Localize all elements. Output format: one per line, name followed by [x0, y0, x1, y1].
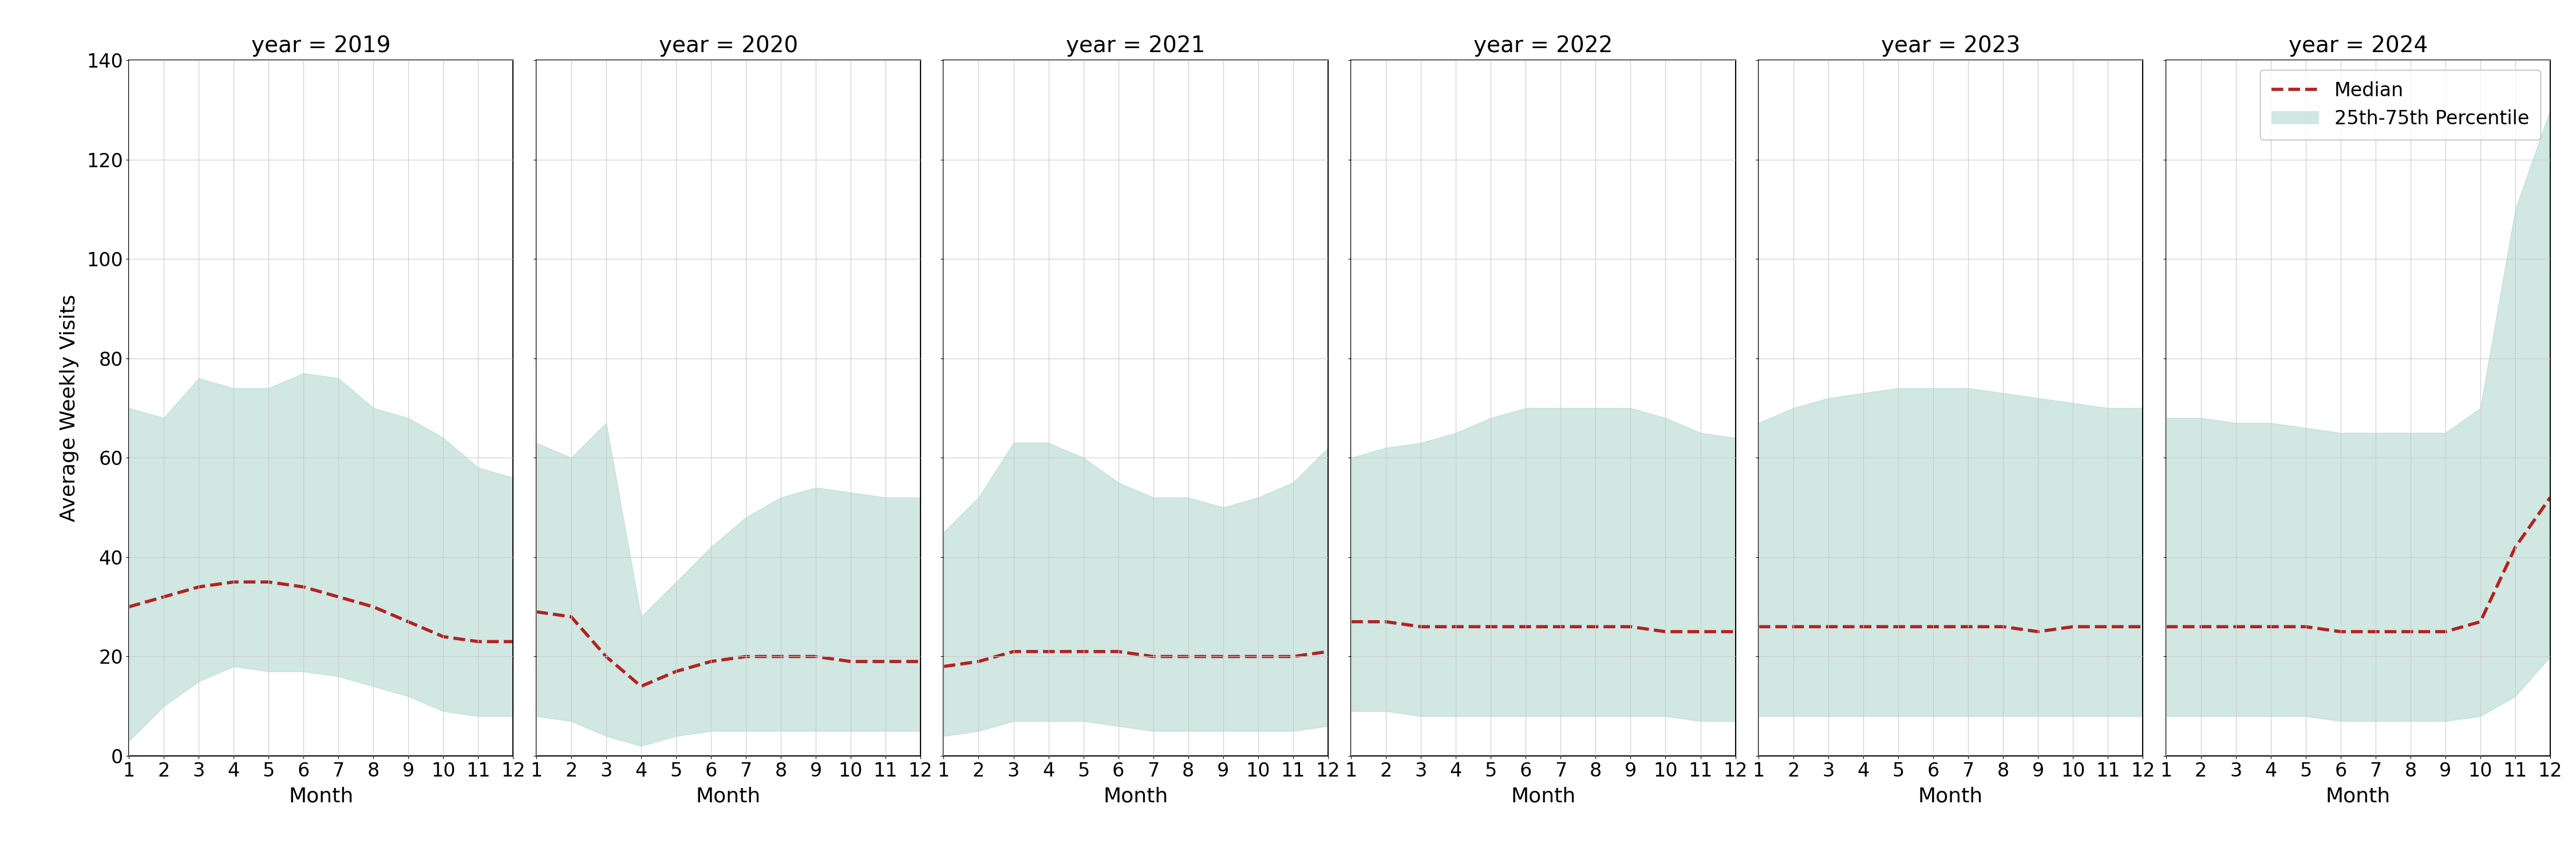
- Median: [289, 582, 319, 592]
- Median: [801, 651, 832, 661]
- Median: [626, 681, 657, 691]
- X-axis label: Month: Month: [1510, 787, 1577, 807]
- Line: Median: Median: [129, 582, 513, 642]
- Median: [590, 651, 621, 661]
- Line: Median: Median: [1759, 627, 2143, 631]
- Median: [871, 656, 902, 667]
- Median: [1777, 622, 1808, 632]
- Median: [520, 606, 551, 617]
- Median: [659, 667, 690, 677]
- Median: [2254, 622, 2285, 632]
- Median: [2465, 617, 2496, 627]
- Median: [2290, 622, 2321, 632]
- Median: [1278, 651, 1309, 661]
- Line: Median: Median: [1350, 622, 1736, 631]
- Median: [2022, 626, 2053, 637]
- Median: [1546, 622, 1577, 632]
- Median: [2184, 622, 2215, 632]
- Median: [1510, 622, 1540, 632]
- Line: Median: Median: [943, 651, 1329, 667]
- Median: [1406, 622, 1437, 632]
- Median: [113, 601, 144, 612]
- Median: [1814, 622, 1844, 632]
- X-axis label: Month: Month: [289, 787, 353, 807]
- Median: [322, 592, 353, 602]
- Median: [904, 656, 935, 667]
- Median: [1033, 646, 1064, 656]
- Median: [2128, 622, 2159, 632]
- X-axis label: Month: Month: [696, 787, 760, 807]
- Median: [2221, 622, 2251, 632]
- Median: [1476, 622, 1507, 632]
- Median: [1685, 626, 1716, 637]
- X-axis label: Month: Month: [1919, 787, 1984, 807]
- Median: [1847, 622, 1878, 632]
- Median: [2396, 626, 2427, 637]
- Title: year = 2022: year = 2022: [1473, 35, 1613, 57]
- Median: [1314, 646, 1345, 656]
- Median: [927, 661, 958, 672]
- Title: year = 2019: year = 2019: [252, 35, 392, 57]
- Median: [1744, 622, 1775, 632]
- Median: [2499, 542, 2530, 552]
- Median: [963, 656, 994, 667]
- Title: year = 2023: year = 2023: [1880, 35, 2020, 57]
- Median: [1208, 651, 1239, 661]
- Median: [1721, 626, 1752, 637]
- Median: [2360, 626, 2391, 637]
- Median: [1615, 622, 1646, 632]
- Median: [394, 617, 425, 627]
- Line: Median: Median: [2166, 497, 2550, 631]
- Median: [2429, 626, 2460, 637]
- Median: [1242, 651, 1273, 661]
- Median: [183, 582, 214, 592]
- Median: [497, 637, 528, 647]
- Median: [696, 656, 726, 667]
- Median: [464, 637, 495, 647]
- Median: [1103, 646, 1133, 656]
- Median: [219, 577, 250, 588]
- Title: year = 2021: year = 2021: [1066, 35, 1206, 57]
- Median: [835, 656, 866, 667]
- Median: [1579, 622, 1610, 632]
- Line: Median: Median: [536, 612, 920, 686]
- Median: [428, 631, 459, 642]
- X-axis label: Month: Month: [1103, 787, 1170, 807]
- Legend: Median, 25th-75th Percentile: Median, 25th-75th Percentile: [2259, 70, 2540, 140]
- Median: [1989, 622, 2020, 632]
- Median: [1172, 651, 1203, 661]
- Median: [1139, 651, 1170, 661]
- Median: [732, 651, 762, 661]
- Median: [2535, 492, 2566, 503]
- Median: [1651, 626, 1682, 637]
- Median: [1334, 617, 1365, 627]
- X-axis label: Month: Month: [2326, 787, 2391, 807]
- Median: [2092, 622, 2123, 632]
- Median: [1883, 622, 1914, 632]
- Median: [1069, 646, 1100, 656]
- Median: [2058, 622, 2089, 632]
- Y-axis label: Average Weekly Visits: Average Weekly Visits: [59, 295, 80, 521]
- Median: [252, 577, 283, 588]
- Median: [2151, 622, 2182, 632]
- Median: [1917, 622, 1947, 632]
- Title: year = 2024: year = 2024: [2287, 35, 2427, 57]
- Median: [2326, 626, 2357, 637]
- Median: [1953, 622, 1984, 632]
- Title: year = 2020: year = 2020: [659, 35, 799, 57]
- Median: [556, 612, 587, 622]
- Median: [358, 601, 389, 612]
- Median: [1370, 617, 1401, 627]
- Median: [997, 646, 1028, 656]
- Median: [1440, 622, 1471, 632]
- Median: [765, 651, 796, 661]
- Median: [149, 592, 180, 602]
